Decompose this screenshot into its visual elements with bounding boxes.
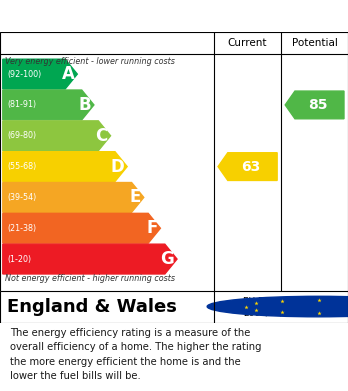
Text: G: G xyxy=(160,250,174,268)
Text: Very energy efficient - lower running costs: Very energy efficient - lower running co… xyxy=(5,57,175,66)
Polygon shape xyxy=(3,59,77,89)
Circle shape xyxy=(207,296,348,317)
Text: C: C xyxy=(95,127,108,145)
Text: Energy Efficiency Rating: Energy Efficiency Rating xyxy=(10,9,232,23)
Polygon shape xyxy=(3,121,111,151)
Polygon shape xyxy=(218,153,277,181)
Text: B: B xyxy=(79,96,91,114)
Text: (92-100): (92-100) xyxy=(7,70,41,79)
Polygon shape xyxy=(3,90,94,120)
Text: Not energy efficient - higher running costs: Not energy efficient - higher running co… xyxy=(5,274,175,283)
Text: (55-68): (55-68) xyxy=(7,162,36,171)
Polygon shape xyxy=(3,183,144,212)
Text: (1-20): (1-20) xyxy=(7,255,31,264)
Text: (39-54): (39-54) xyxy=(7,193,36,202)
Text: 2002/91/EC: 2002/91/EC xyxy=(244,308,295,317)
Text: EU Directive: EU Directive xyxy=(244,297,299,306)
Text: (81-91): (81-91) xyxy=(7,100,36,109)
Polygon shape xyxy=(3,244,177,274)
Text: Current: Current xyxy=(228,38,267,48)
Text: 63: 63 xyxy=(242,160,261,174)
Text: 85: 85 xyxy=(308,98,328,112)
Polygon shape xyxy=(285,91,344,119)
Text: Potential: Potential xyxy=(292,38,338,48)
Polygon shape xyxy=(3,152,127,181)
Text: A: A xyxy=(62,65,74,83)
Text: The energy efficiency rating is a measure of the
overall efficiency of a home. T: The energy efficiency rating is a measur… xyxy=(10,328,262,381)
Text: (21-38): (21-38) xyxy=(7,224,36,233)
Text: England & Wales: England & Wales xyxy=(7,298,177,316)
Text: (69-80): (69-80) xyxy=(7,131,36,140)
Text: E: E xyxy=(129,188,141,206)
Polygon shape xyxy=(3,213,160,243)
Text: F: F xyxy=(146,219,158,237)
Text: D: D xyxy=(111,158,124,176)
